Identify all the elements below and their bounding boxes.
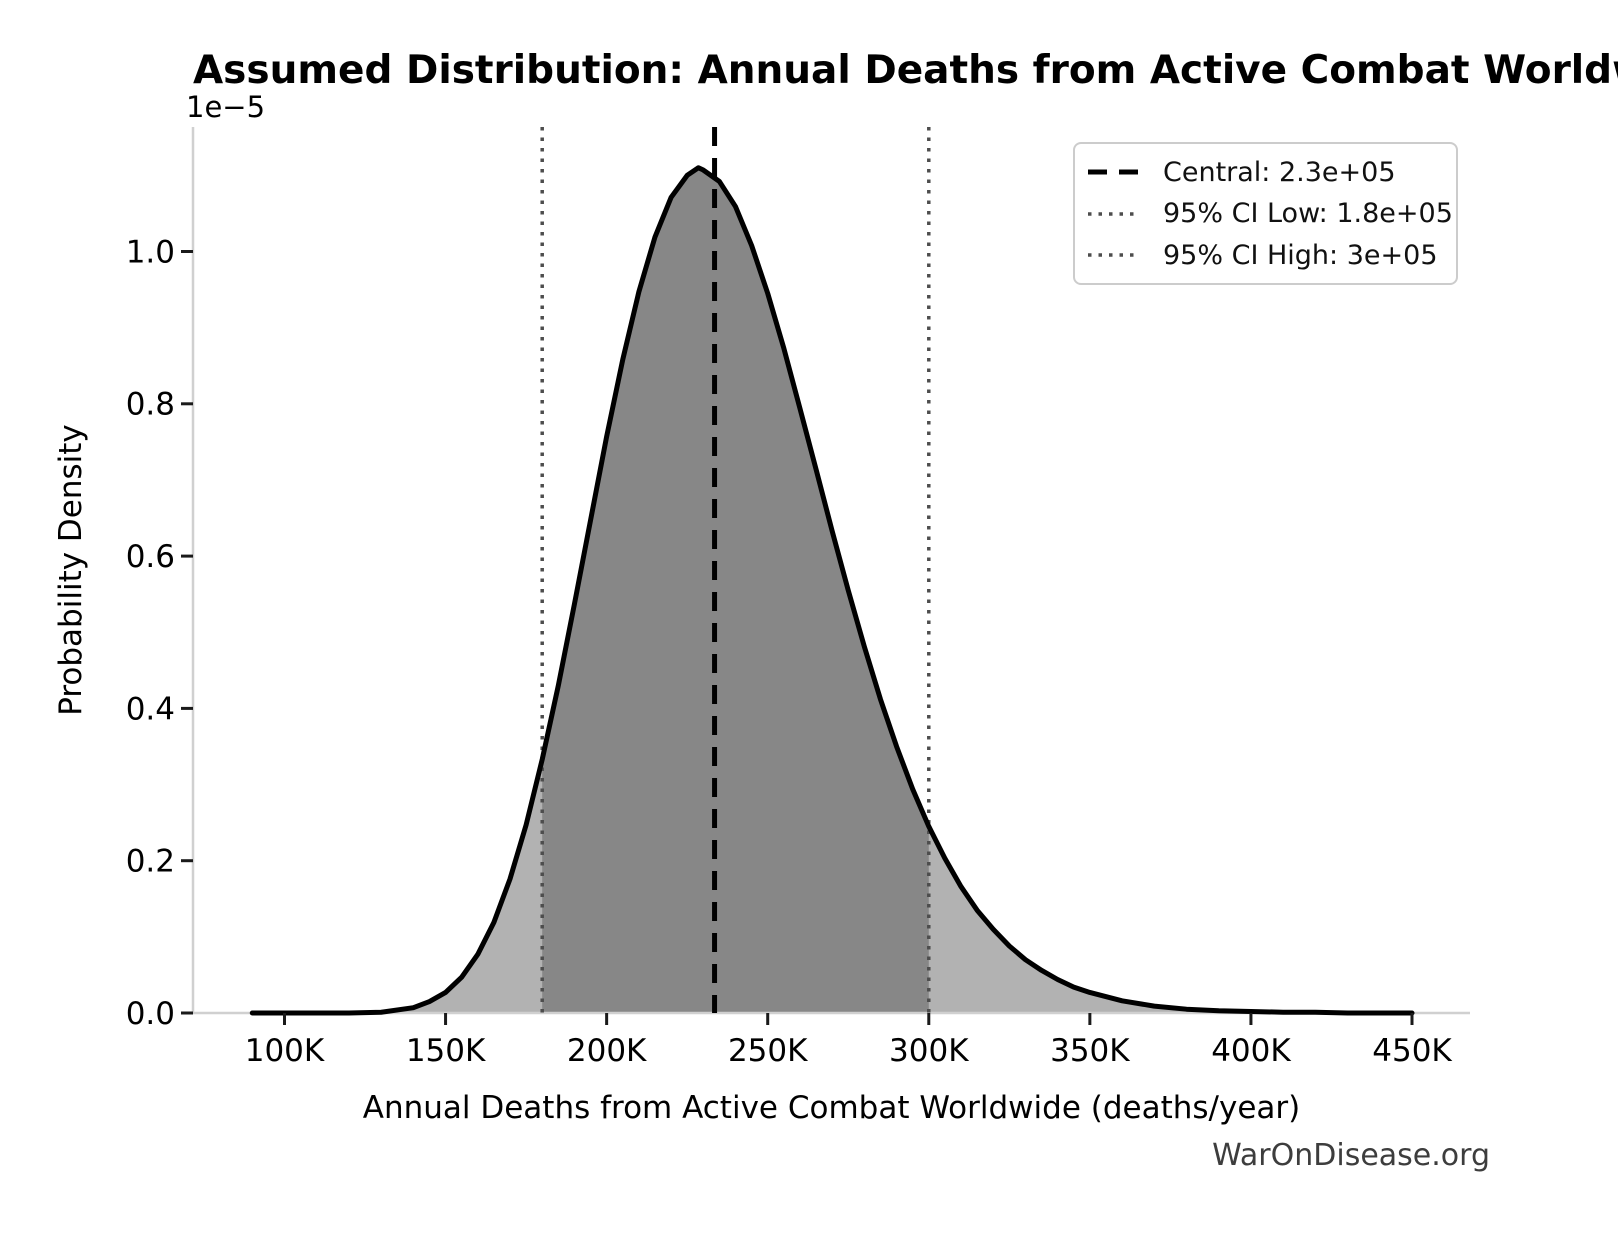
x-tick-label: 300K	[889, 1033, 969, 1069]
dotted-line-sample-icon	[1088, 211, 1138, 216]
y-tick-label: 0.4	[126, 691, 175, 727]
legend-label-ci-low: 95% CI Low: 1.8e+05	[1163, 198, 1453, 229]
ci-fill-dark	[542, 167, 929, 1014]
legend-item-ci-high: 95% CI High: 3e+05	[1087, 240, 1448, 271]
watermark: WarOnDisease.org	[1212, 1138, 1490, 1173]
y-tick-label: 0.8	[126, 387, 175, 423]
dashed-line-sample-icon	[1088, 169, 1138, 175]
x-tick-label: 200K	[567, 1033, 647, 1069]
density-curve	[249, 165, 1415, 1016]
x-tick-label: 100K	[245, 1033, 325, 1069]
x-tick-label: 150K	[406, 1033, 486, 1069]
legend: Central: 2.3e+05 95% CI Low: 1.8e+05 95%…	[1073, 142, 1458, 285]
y-tick-label: 0.0	[126, 996, 175, 1032]
legend-item-ci-low: 95% CI Low: 1.8e+05	[1087, 198, 1453, 229]
x-tick-label: 400K	[1211, 1033, 1291, 1069]
legend-label-central: Central: 2.3e+05	[1163, 156, 1396, 188]
x-axis-label: Annual Deaths from Active Combat Worldwi…	[362, 1090, 1301, 1126]
x-tick-label: 350K	[1050, 1033, 1130, 1069]
legend-item-central: Central: 2.3e+05	[1087, 157, 1448, 188]
y-axis-scale-offset: 1e−5	[186, 90, 266, 124]
dotted-line-sample-icon	[1088, 253, 1138, 257]
chart-title: Assumed Distribution: Annual Deaths from…	[193, 48, 1618, 93]
y-tick-label: 0.2	[126, 844, 175, 880]
x-tick-label: 450K	[1372, 1033, 1452, 1069]
x-tick-label: 250K	[728, 1033, 808, 1069]
y-tick-label: 0.6	[126, 539, 175, 575]
legend-label-ci-high: 95% CI High: 3e+05	[1163, 239, 1438, 271]
y-tick-label: 1.0	[126, 234, 175, 270]
